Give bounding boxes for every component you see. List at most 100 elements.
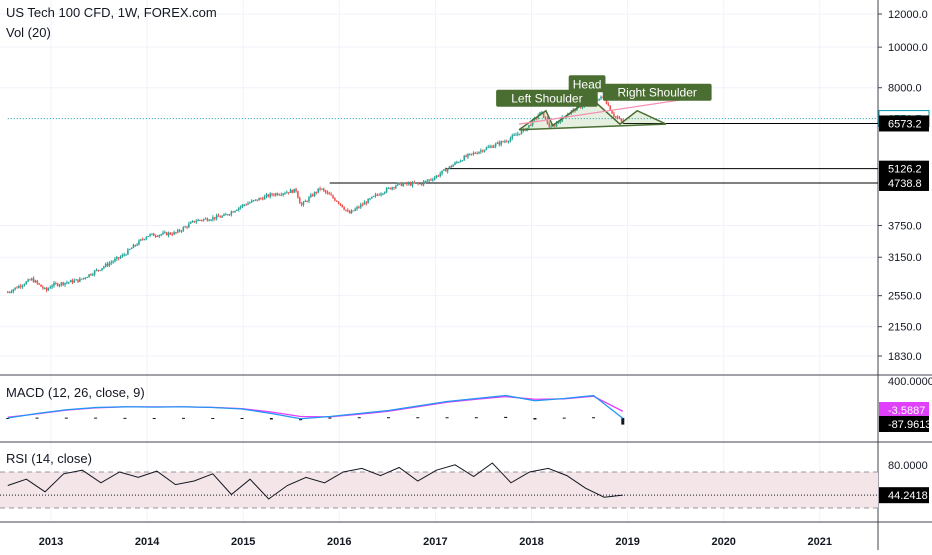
candle-body: [302, 201, 305, 205]
candle-body: [53, 283, 55, 286]
candle-body: [435, 175, 438, 178]
candle-body: [529, 125, 532, 127]
candle-body: [454, 162, 456, 165]
candle-body: [439, 173, 442, 176]
price-series: [6, 95, 624, 294]
candle-body: [335, 200, 338, 202]
candle-body: [243, 204, 246, 206]
candle-body: [356, 207, 358, 209]
candle-body: [417, 182, 419, 184]
candle-body: [212, 217, 214, 220]
candle-body: [324, 190, 327, 193]
candle-body: [520, 130, 523, 135]
candle-body: [378, 194, 381, 196]
candle-body: [143, 239, 146, 241]
candle-body: [600, 96, 602, 99]
rsi-pane: [0, 462, 878, 500]
candle-body: [507, 141, 510, 143]
candle-body: [186, 226, 188, 228]
candle-body: [247, 203, 249, 205]
candle-body: [188, 223, 190, 228]
head-label-text: Head: [573, 77, 602, 91]
candle-body: [263, 196, 266, 200]
candle-body: [82, 277, 85, 279]
candle-body: [598, 98, 600, 101]
price-tick-label: 12000.0: [888, 9, 928, 21]
candle-body: [93, 270, 96, 275]
candle-body: [468, 153, 471, 155]
neckline: [518, 123, 667, 131]
macd-line: [7, 394, 624, 420]
candle-body: [154, 235, 157, 237]
candle-body: [193, 220, 196, 223]
candle-body: [553, 125, 556, 127]
candle-body: [365, 202, 368, 204]
candle-body: [106, 263, 109, 266]
candle-body: [260, 198, 262, 200]
candle-body: [160, 234, 162, 236]
candle-body: [34, 280, 37, 283]
candle-body: [322, 188, 325, 191]
candle-body: [221, 215, 223, 218]
candle-body: [546, 118, 549, 124]
candle-body: [491, 146, 493, 148]
candle-body: [489, 146, 491, 148]
symbol-title: US Tech 100 CFD, 1W, FOREX.com: [6, 5, 217, 20]
candle-body: [428, 179, 430, 181]
candle-body: [380, 193, 382, 196]
candle-body: [58, 284, 61, 286]
candle-body: [613, 113, 615, 117]
candle-body: [496, 142, 499, 144]
candle-body: [223, 214, 225, 216]
price-badge-text: 4738.8: [888, 178, 922, 190]
candle-body: [467, 154, 469, 157]
candle-body: [95, 269, 98, 271]
candle-body: [607, 104, 610, 106]
year-tick-label: 2016: [327, 536, 351, 548]
candle-body: [75, 279, 77, 281]
candle-body: [158, 234, 161, 237]
candle-body: [176, 230, 179, 233]
macd-histogram-bar: [474, 417, 478, 419]
candle-body: [289, 189, 292, 193]
candle-body: [391, 187, 393, 190]
right-shoulder-label-bg: [602, 83, 712, 101]
macd-hist-badge-bg: [879, 416, 929, 432]
candle-body: [97, 269, 100, 271]
candle-body: [411, 182, 414, 186]
macd-label: MACD (12, 26, close, 9): [6, 385, 145, 400]
candle-body: [164, 232, 166, 234]
head-label-bg: [568, 75, 606, 93]
candle-body: [361, 204, 364, 206]
candle-body: [470, 153, 473, 155]
candle-body: [287, 192, 290, 194]
candle-body: [241, 204, 244, 207]
candle-body: [450, 166, 453, 168]
candle-body: [332, 195, 334, 199]
candle-body: [51, 285, 53, 288]
candle-body: [528, 125, 530, 128]
price-badge-text: 6573.2: [888, 118, 922, 130]
candle-body: [208, 220, 210, 222]
candle-body: [67, 282, 70, 284]
price-badge: 5126.2: [879, 160, 929, 177]
candle-body: [42, 286, 44, 289]
candle-body: [456, 162, 458, 164]
macd-histogram-bar: [152, 418, 156, 419]
candle-body: [371, 196, 373, 199]
candle-body: [136, 244, 138, 246]
candle-body: [343, 207, 345, 210]
rsi-value-badge-bg: [879, 487, 929, 504]
candle-body: [616, 116, 619, 118]
macd-histogram-bar: [181, 417, 185, 419]
candle-body: [337, 201, 340, 204]
candle-body: [437, 175, 440, 177]
candle-body: [339, 203, 342, 205]
year-tick-label: 2019: [615, 536, 639, 548]
candle-body: [130, 248, 133, 250]
price-tick-label: 10000.0: [888, 42, 928, 54]
macd-tick-label: 400.0000: [888, 376, 932, 388]
